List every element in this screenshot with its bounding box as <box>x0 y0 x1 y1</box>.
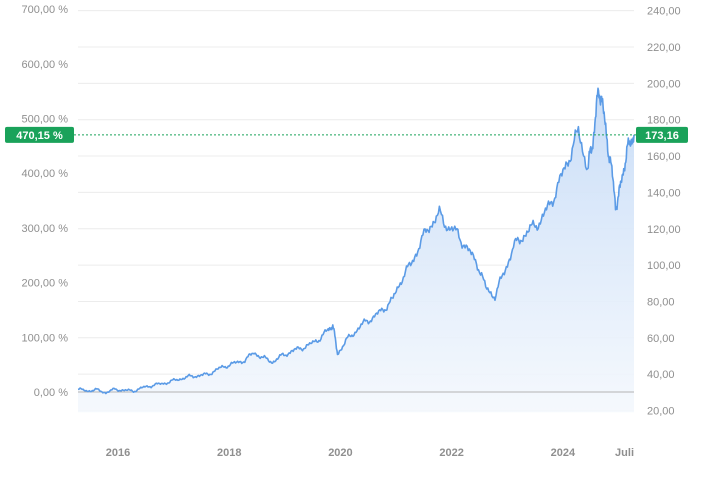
y-right-tick-label: 140,00 <box>647 187 681 199</box>
price-line <box>77 87 635 395</box>
x-tick-label: 2016 <box>106 447 130 459</box>
y-left-tick-label: 0,00 % <box>34 387 68 399</box>
current-price-badge <box>636 126 688 143</box>
y-right-tick-label: 20,00 <box>647 406 675 418</box>
series-line <box>77 87 635 395</box>
y-right-tick-label: 120,00 <box>647 224 681 236</box>
y-left-tick-label: 700,00 % <box>22 4 69 16</box>
current-percent-label: 470,15 % <box>16 130 63 142</box>
area-path <box>78 88 634 413</box>
y-left-tick-label: 200,00 % <box>22 278 69 290</box>
y-right-tick-label: 40,00 <box>647 369 675 381</box>
y-right-tick-label: 180,00 <box>647 115 681 127</box>
area-fill <box>78 88 634 413</box>
current-value-marker: 470,15 % 173,16 <box>5 126 688 143</box>
y-left-tick-label: 300,00 % <box>22 223 69 235</box>
y-left-tick-label: 500,00 % <box>22 114 69 126</box>
y-right-tick-label: 60,00 <box>647 333 675 345</box>
y-left-tick-label: 400,00 % <box>22 168 69 180</box>
x-tick-label: 2022 <box>439 447 463 459</box>
y-right-tick-label: 100,00 <box>647 260 681 272</box>
y-axis-right: 20,00 40,00 60,00 80,00 100,00 120,00 140,00 16… <box>647 6 681 418</box>
x-tick-label: 2018 <box>217 447 241 459</box>
y-right-tick-label: 160,00 <box>647 151 681 163</box>
current-percent-badge <box>5 126 74 143</box>
x-tick-label: Juli <box>615 447 634 459</box>
gridlines <box>78 10 634 411</box>
y-right-tick-label: 200,00 <box>647 78 681 90</box>
y-left-tick-label: 100,00 % <box>22 332 69 344</box>
y-right-tick-label: 80,00 <box>647 296 675 308</box>
x-tick-label: 2020 <box>328 447 352 459</box>
x-axis: 2016 2018 2020 2022 2024 Juli <box>106 447 634 459</box>
y-right-tick-label: 220,00 <box>647 42 681 54</box>
current-price-label: 173,16 <box>645 130 679 142</box>
y-axis-left: 0,00 % 100,00 % 200,00 % 300,00 % 400,00 % 50… <box>22 4 69 399</box>
x-tick-label: 2024 <box>551 447 576 459</box>
y-left-tick-label: 600,00 % <box>22 59 69 71</box>
y-right-tick-label: 240,00 <box>647 6 681 18</box>
